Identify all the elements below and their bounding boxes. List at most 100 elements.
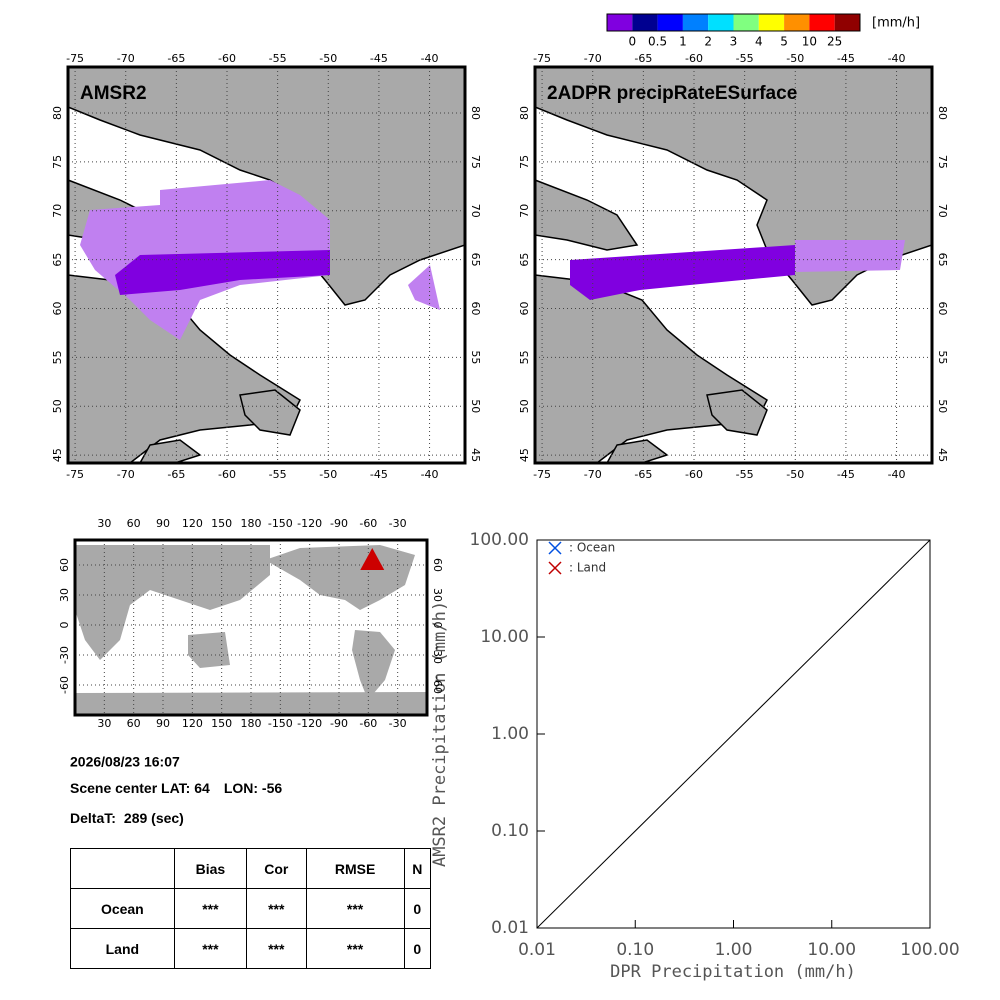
- colorbar-box: [758, 14, 785, 31]
- row-label: Ocean: [70, 888, 175, 929]
- colorbar-label: 25: [827, 35, 842, 49]
- lat-tick-label: 50: [936, 399, 949, 413]
- header-row: Bias Cor RMSE N: [70, 848, 432, 889]
- map-title: AMSR2: [80, 83, 147, 104]
- lon-tick-label: -55: [736, 468, 754, 481]
- colorbar-box: [784, 14, 810, 31]
- lon-tick-label: -150: [268, 517, 293, 530]
- scene-marker: [360, 548, 385, 570]
- x-tick-label: 10.00: [807, 940, 856, 960]
- colorbar-box: [733, 14, 759, 31]
- lon-tick-label: -75: [66, 52, 84, 65]
- lat-tick-label: 0: [431, 622, 444, 629]
- lon-tick-label: 180: [241, 717, 262, 730]
- header-cell: RMSE: [305, 848, 405, 889]
- y-tick-label: 100.00: [470, 530, 529, 550]
- deltat-value: 289: [124, 810, 148, 826]
- map-amsr2: [67, 66, 466, 464]
- lat: 64: [194, 780, 210, 796]
- header-cell: N: [403, 848, 432, 889]
- lat-tick-label: 50: [518, 399, 531, 413]
- colorbar-label: 0.5: [648, 35, 667, 49]
- colorbar-box: [682, 14, 709, 31]
- lon-tick-label: -30: [389, 717, 407, 730]
- colorbar-box: [834, 14, 860, 31]
- stats-table: Bias Cor RMSE N Ocean *** *** *** 0 Land *** *** ***…: [70, 848, 432, 969]
- lon-tick-label: -75: [66, 468, 84, 481]
- lon-tick-label: -60: [359, 717, 377, 730]
- colorbar-box: [809, 14, 835, 31]
- map-dpr: [534, 66, 933, 464]
- lat-tick-label: 60: [469, 302, 482, 316]
- lon-tick-label: -45: [837, 52, 855, 65]
- colorbar-box: [657, 14, 683, 31]
- lon-tick-label: -40: [421, 468, 439, 481]
- lat-tick-label: 50: [51, 399, 64, 413]
- lon-tick-label: 150: [211, 517, 232, 530]
- lon-tick-label: -45: [837, 468, 855, 481]
- legend-label: : Land: [569, 561, 606, 575]
- lat-tick-label: 65: [469, 253, 482, 267]
- colorbar-label: 2: [704, 35, 712, 49]
- lat-tick-label: 65: [51, 253, 64, 267]
- lat-tick-label: 75: [936, 155, 949, 169]
- lon-tick-label: -30: [389, 517, 407, 530]
- map-frame: [533, 65, 934, 465]
- y-tick-label: 0.01: [491, 918, 529, 938]
- header-cell: Bias: [173, 848, 248, 889]
- y-tick-label: 1.00: [491, 724, 529, 744]
- lat-tick-label: -30: [431, 646, 444, 664]
- x-tick-label: 0.01: [518, 940, 556, 960]
- lat-tick-label: 55: [936, 350, 949, 364]
- x-tick-label: 1.00: [715, 940, 753, 960]
- lon-tick-label: -70: [117, 52, 135, 65]
- y-tick-label: 0.10: [491, 821, 529, 841]
- colorbar-label: 1: [679, 35, 687, 49]
- lat-tick-label: 50: [469, 399, 482, 413]
- lat-tick-label: 45: [936, 448, 949, 462]
- map-frame: [66, 65, 467, 465]
- lat-tick-label: -60: [431, 676, 444, 694]
- header-cell: Cor: [246, 848, 307, 889]
- cell: ***: [305, 888, 405, 929]
- y-axis-label: AMSR2 Precipitation (mm/h): [430, 601, 450, 867]
- lat-tick-label: 60: [518, 302, 531, 316]
- lat-tick-label: 70: [469, 204, 482, 218]
- lat-tick-label: -60: [58, 676, 71, 694]
- lon-tick-label: 60: [127, 717, 141, 730]
- lon-tick-label: -45: [370, 52, 388, 65]
- lon-tick-label: -40: [888, 52, 906, 65]
- lat-tick-label: 70: [936, 204, 949, 218]
- colorbar-frame: [606, 13, 861, 32]
- deltat-unit: (sec): [151, 810, 184, 826]
- map-title: 2ADPR precipRateESurface: [547, 83, 797, 104]
- cell: ***: [173, 928, 248, 969]
- lat-tick-label: 80: [518, 106, 531, 120]
- deltat: DeltaT: 289 (sec): [70, 810, 184, 826]
- cell: ***: [305, 928, 405, 969]
- lon-tick-label: -55: [269, 468, 287, 481]
- world-frame: [73, 538, 429, 717]
- colorbar-label: 4: [755, 35, 763, 49]
- x-tick-label: 0.10: [616, 940, 654, 960]
- lon-tick-label: -65: [634, 468, 652, 481]
- colorbar-label: 10: [802, 35, 817, 49]
- lon-tick-label: -55: [269, 52, 287, 65]
- lat-tick-label: 30: [58, 588, 71, 602]
- lat-tick-label: 70: [51, 204, 64, 218]
- lon-tick-label: 120: [182, 517, 203, 530]
- colorbar-box: [632, 14, 658, 31]
- lat-tick-label: 60: [51, 302, 64, 316]
- lat-tick-label: 65: [518, 253, 531, 267]
- lon-tick-label: -60: [218, 52, 236, 65]
- lon-tick-label: -60: [685, 468, 703, 481]
- lat-tick-label: -30: [58, 646, 71, 664]
- lon-tick-label: -70: [584, 468, 602, 481]
- lat-tick-label: 45: [51, 448, 64, 462]
- lon-tick-label: -65: [167, 52, 185, 65]
- lat-tick-label: 80: [51, 106, 64, 120]
- lat-tick-label: 80: [469, 106, 482, 120]
- colorbar-label: 3: [730, 35, 738, 49]
- lon-tick-label: -65: [634, 52, 652, 65]
